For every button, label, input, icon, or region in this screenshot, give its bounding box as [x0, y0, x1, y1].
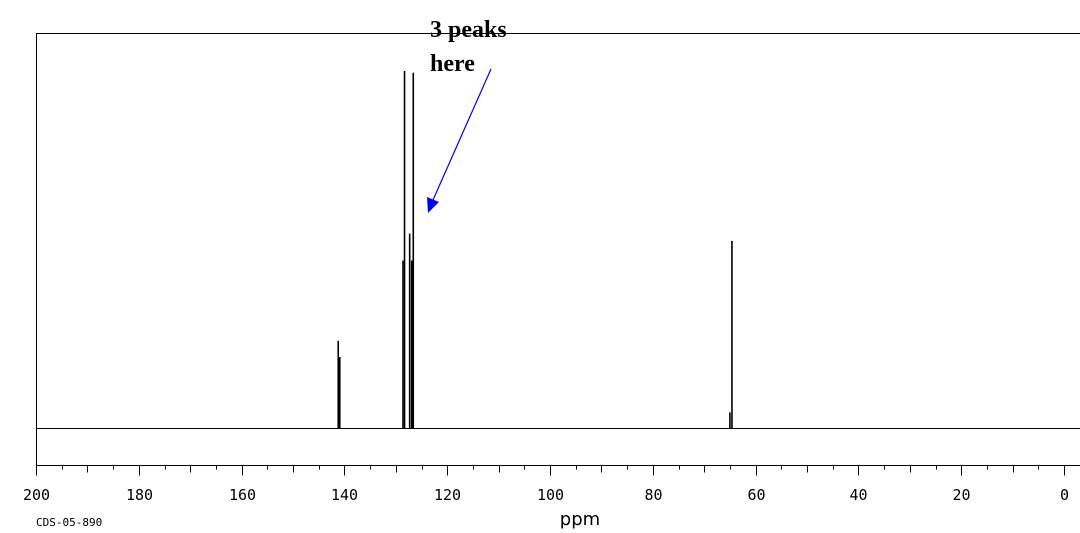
annotation-arrow-head — [427, 197, 439, 213]
x-axis-label: ppm — [560, 509, 600, 530]
spectrum-code-label: CDS-05-890 — [36, 516, 102, 529]
x-tick-label: 120 — [434, 486, 461, 504]
annotation-arrow-shaft — [432, 68, 492, 201]
x-tick-label: 180 — [126, 486, 153, 504]
minor-ticks — [62, 465, 1039, 473]
peaks — [337, 71, 733, 429]
annotation: 3 peaks here — [427, 17, 507, 213]
x-tick-label: 20 — [952, 486, 970, 504]
plot-frame — [36, 33, 1080, 466]
annotation-line-1: 3 peaks — [430, 17, 507, 43]
x-tick-label: 140 — [331, 486, 358, 504]
x-tick-label: 40 — [849, 486, 867, 504]
x-tick-label: 60 — [747, 486, 765, 504]
x-tick-label: 200 — [23, 486, 50, 504]
x-tick-label: 80 — [644, 486, 662, 504]
major-ticks — [36, 465, 1065, 476]
x-tick-label: 100 — [537, 486, 564, 504]
annotation-line-2: here — [430, 51, 475, 77]
x-tick-labels: 200 180 160 140 120 100 80 60 40 20 0 — [23, 486, 1069, 504]
x-tick-label: 0 — [1060, 486, 1069, 504]
x-tick-label: 160 — [229, 486, 256, 504]
